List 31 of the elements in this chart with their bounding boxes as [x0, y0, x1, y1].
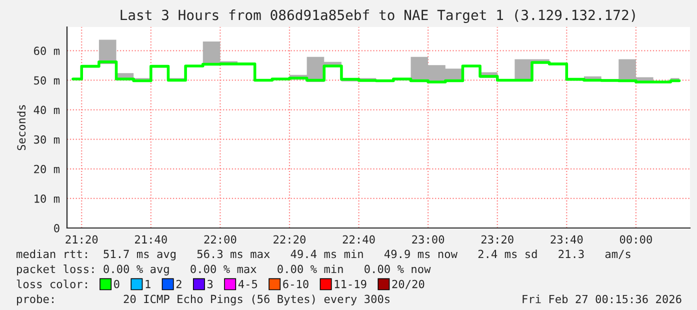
- legend-label: 20/20: [392, 280, 424, 290]
- x-tick-label: 23:40: [550, 235, 583, 244]
- y-tick-label: 60 m: [34, 46, 60, 56]
- legend-label: 2: [176, 280, 182, 288]
- legend-label: 1: [146, 280, 150, 288]
- x-tick-label: 23:20: [481, 235, 514, 244]
- x-tick-label: 22:40: [342, 235, 375, 244]
- x-tick-label: 22:20: [274, 235, 306, 244]
- chart-title: Last 3 Hours from 086d91a85ebf to NAE Target 1 (3.129.132.172): [120, 10, 635, 24]
- text: probe: 20 ICMP Echo Pings (56 Bytes) every 300s: [17, 294, 390, 306]
- legend-title: loss color:: [16, 280, 87, 288]
- y-tick-label: 50 m: [34, 76, 60, 85]
- legend-label: 3: [207, 280, 213, 288]
- y-axis-title: Seconds: [16, 105, 26, 150]
- x-tick-label: 21:20: [66, 235, 98, 244]
- legend-label: 0: [114, 280, 120, 288]
- y-tick-label: 30 m: [34, 135, 60, 144]
- x-tick-label: 22:00: [204, 235, 236, 244]
- y-tick-label: 0: [54, 224, 60, 232]
- y-tick-label: 40 m: [34, 106, 60, 114]
- x-tick-label: 00:00: [620, 235, 652, 244]
- y-tick-label: 20 m: [34, 164, 60, 174]
- x-tick-label: 21:40: [135, 235, 167, 244]
- legend-label: 6-10: [283, 280, 308, 288]
- legend-label: 4-5: [238, 280, 258, 288]
- text: packet loss: 0.00 % avg 0.00 % max 0.00 % min 0.00 % now: [17, 264, 431, 276]
- text: median rtt: 51.7 ms avg 56.3 ms max 49.4 ms min 49.9 ms now 2.4 ms sd 21.3 am/s: [16, 250, 630, 260]
- x-tick-label: 23:00: [412, 235, 444, 244]
- y-tick-label: 10 m: [34, 194, 60, 203]
- text: Fri Feb 27 00:15:36 2026: [522, 294, 682, 304]
- legend-label: 11-19: [334, 280, 366, 288]
